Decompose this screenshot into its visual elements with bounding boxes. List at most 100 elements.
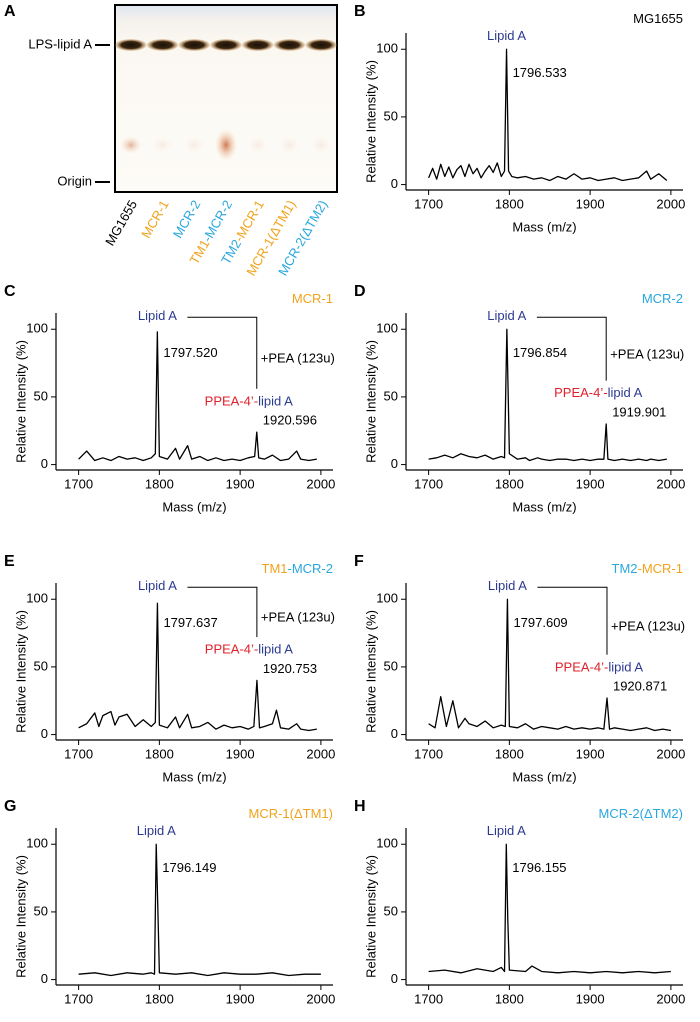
origin-label: Origin — [57, 173, 92, 188]
x-tick-label: 1800 — [495, 746, 524, 761]
peak-label: PPEA-4’-lipid A — [555, 660, 643, 675]
peak-mass: 1796.149 — [162, 860, 216, 875]
x-tick-label: 1700 — [64, 746, 93, 761]
peak-label: Lipid A — [487, 309, 526, 324]
y-axis-label: Relative Intensity (%) — [13, 855, 28, 978]
gel-smear — [214, 129, 238, 161]
chart-title: MG1655 — [633, 11, 683, 26]
spectrum-line — [428, 328, 667, 462]
peak-label-part: lipid A — [608, 660, 643, 675]
panel-letter: G — [4, 798, 16, 815]
peak-label-part: lipid A — [608, 386, 643, 401]
peak-label: Lipid A — [487, 29, 526, 44]
chart-title: MCR-1(ΔTM1) — [248, 806, 333, 821]
x-tick-label: 2000 — [656, 476, 685, 491]
peak-label-part: PPEA-4’- — [205, 642, 258, 657]
x-tick-label: 1700 — [64, 991, 93, 1006]
pea-bracket — [536, 316, 607, 381]
peak-label-part: Lipid A — [138, 579, 177, 594]
shift-label: +PEA (123u) — [611, 618, 685, 633]
y-tick-label: 50 — [34, 388, 48, 403]
y-tick-label: 50 — [384, 658, 398, 673]
y-tick-label: 100 — [26, 321, 48, 336]
x-tick-label: 1700 — [414, 991, 443, 1006]
peak-label: Lipid A — [138, 309, 177, 324]
peak-label-part: lipid A — [258, 394, 293, 409]
band-label: LPS-lipid A — [28, 36, 92, 51]
y-axis-label: Relative Intensity (%) — [363, 60, 378, 183]
gel-image — [114, 4, 338, 193]
x-tick-label: 1900 — [226, 991, 255, 1006]
chart-title: MCR-2 — [642, 291, 683, 306]
y-tick-label: 0 — [41, 456, 48, 471]
x-tick-label: 2000 — [656, 196, 685, 211]
y-tick-label: 100 — [26, 591, 48, 606]
peak-label-part: Lipid A — [487, 309, 526, 324]
pea-bracket — [537, 586, 608, 655]
pea-bracket — [187, 586, 258, 638]
peak-label-part: Lipid A — [138, 309, 177, 324]
lane-label: MCR-2 — [170, 198, 204, 241]
x-tick-label: 2000 — [656, 746, 685, 761]
y-axis-label: Relative Intensity (%) — [13, 610, 28, 733]
gel-smear — [310, 136, 333, 154]
peak-label: PPEA-4’-lipid A — [205, 394, 293, 409]
y-tick-label: 0 — [41, 726, 48, 741]
y-axis-label: Relative Intensity (%) — [363, 340, 378, 463]
y-axis-label: Relative Intensity (%) — [363, 610, 378, 733]
x-tick-label: 1900 — [576, 746, 605, 761]
x-tick-label: 1900 — [576, 196, 605, 211]
gel-band — [305, 39, 337, 51]
spectrum-line — [428, 598, 671, 732]
gel-smear — [246, 136, 269, 154]
chart-title-part: -MCR-2 — [288, 561, 334, 576]
panel-letter: A — [4, 3, 16, 20]
x-axis-label: Mass (m/z) — [512, 219, 576, 234]
gel-smear — [278, 136, 301, 154]
gel-band — [178, 39, 211, 51]
y-tick-label: 50 — [384, 108, 398, 123]
chart-title-part: -MCR-1 — [638, 561, 684, 576]
y-tick-label: 0 — [391, 971, 398, 986]
x-tick-label: 2000 — [306, 991, 335, 1006]
y-tick-label: 0 — [391, 176, 398, 191]
gel-band — [273, 39, 306, 51]
panel-letter: C — [4, 283, 16, 300]
peak-mass: 1796.854 — [513, 345, 567, 360]
x-axis-label: Mass (m/z) — [162, 769, 226, 784]
x-tick-label: 1900 — [226, 746, 255, 761]
x-tick-label: 1900 — [576, 476, 605, 491]
peak-label: Lipid A — [487, 824, 526, 839]
peak-label: Lipid A — [138, 579, 177, 594]
x-tick-label: 2000 — [656, 991, 685, 1006]
lane-label: MG1655 — [103, 198, 141, 249]
x-tick-label: 1800 — [145, 476, 174, 491]
shift-label: +PEA (123u) — [261, 610, 335, 625]
x-tick-label: 1800 — [145, 746, 174, 761]
x-tick-label: 1800 — [145, 991, 174, 1006]
y-tick-label: 100 — [26, 836, 48, 851]
spectrum-line — [428, 48, 668, 182]
x-tick-label: 1800 — [495, 991, 524, 1006]
shift-label: +PEA (123u) — [261, 350, 335, 365]
peak-mass: 1797.609 — [513, 615, 567, 630]
spectrum-line — [78, 843, 321, 977]
gel-smear — [119, 136, 142, 154]
peak-label-part: Lipid A — [487, 824, 526, 839]
y-tick-label: 50 — [384, 388, 398, 403]
y-tick-label: 50 — [34, 903, 48, 918]
y-tick-label: 100 — [376, 591, 398, 606]
peak-mass: 1920.871 — [613, 679, 667, 694]
x-tick-label: 1700 — [414, 746, 443, 761]
y-tick-label: 50 — [34, 658, 48, 673]
peak-mass: 1797.520 — [163, 345, 217, 360]
x-tick-label: 1700 — [414, 196, 443, 211]
x-tick-label: 1900 — [576, 991, 605, 1006]
x-tick-label: 1800 — [495, 196, 524, 211]
chart-title: MCR-2(ΔTM2) — [598, 806, 683, 821]
peak-label-part: Lipid A — [487, 29, 526, 44]
chart-title-part: MCR-1(ΔTM1) — [248, 806, 333, 821]
peak-label-part: lipid A — [258, 642, 293, 657]
panel-letter: H — [354, 798, 366, 815]
